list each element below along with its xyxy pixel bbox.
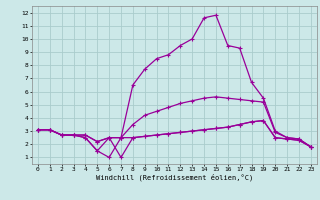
X-axis label: Windchill (Refroidissement éolien,°C): Windchill (Refroidissement éolien,°C) xyxy=(96,174,253,181)
